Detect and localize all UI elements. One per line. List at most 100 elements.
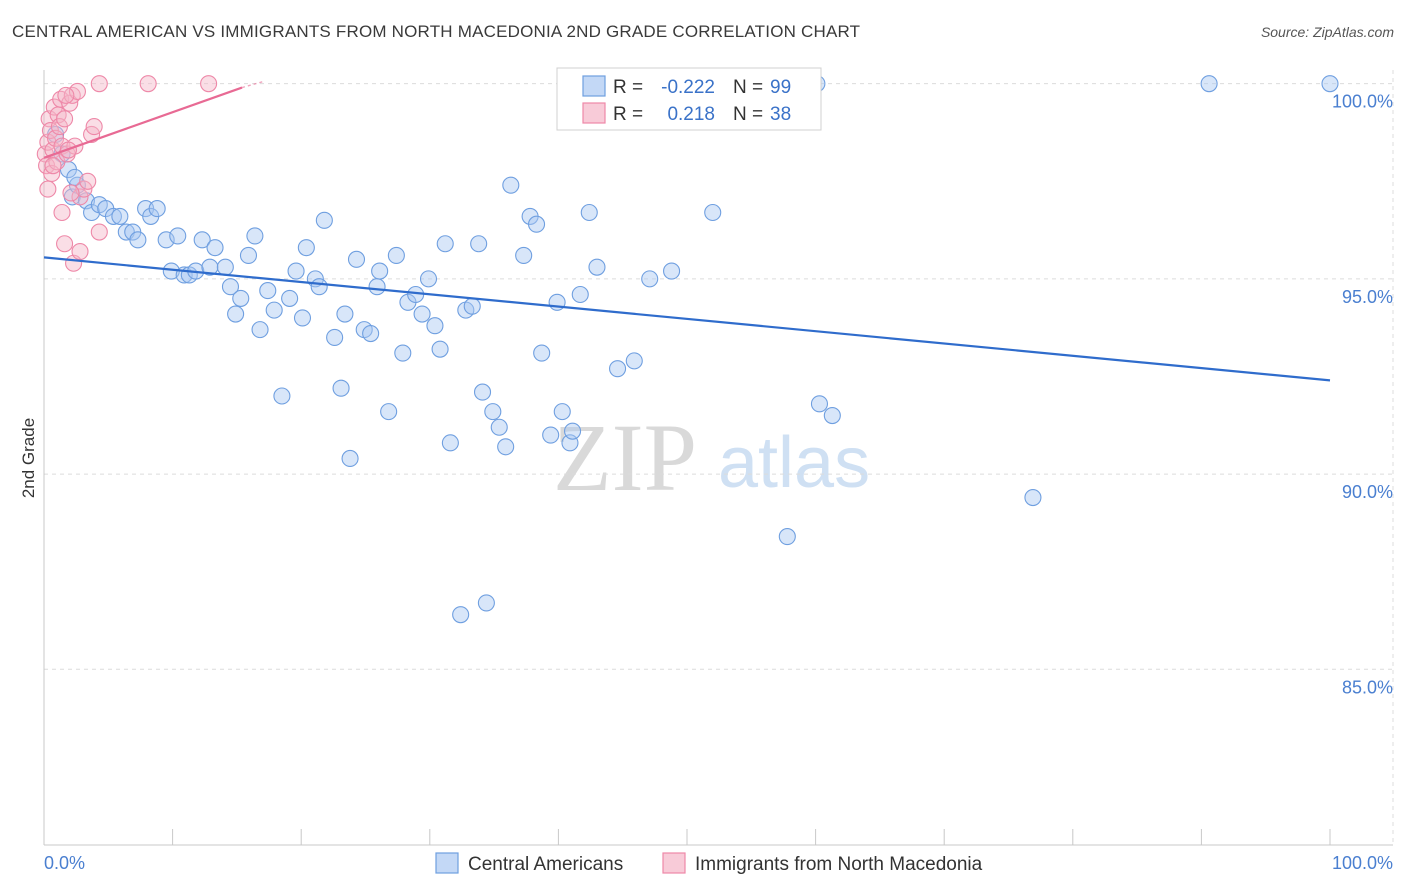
- source-credit: Source: ZipAtlas.com: [1260, 24, 1394, 40]
- data-point-central-americans: [625, 352, 643, 370]
- legend-box: R = -0.222 N = 99 R = 0.218 N = 38: [556, 67, 822, 131]
- bottom-legend: Central Americans Immigrants from North …: [435, 852, 983, 875]
- series-north-macedonia: [36, 75, 218, 272]
- data-point-central-americans: [368, 278, 386, 296]
- data-point-central-americans: [431, 340, 449, 358]
- data-point-central-americans: [104, 207, 122, 225]
- y-tick-label: 85.0%: [1342, 677, 1393, 697]
- data-point-central-americans: [413, 305, 431, 323]
- axes: [43, 70, 1393, 846]
- chart-title: CENTRAL AMERICAN VS IMMIGRANTS FROM NORT…: [12, 22, 861, 41]
- data-point-north-macedonia: [85, 118, 103, 136]
- data-point-central-americans: [169, 227, 187, 245]
- data-point-central-americans: [810, 395, 829, 413]
- data-point-north-macedonia: [71, 242, 89, 261]
- series-central-americans: [47, 75, 1339, 624]
- data-point-north-macedonia: [44, 157, 62, 175]
- data-point-central-americans: [129, 231, 147, 249]
- data-point-central-americans: [463, 297, 481, 315]
- data-point-central-americans: [778, 528, 796, 546]
- y-tick-label: 90.0%: [1342, 482, 1393, 502]
- data-point-central-americans: [436, 235, 454, 253]
- data-point-central-americans: [206, 239, 224, 257]
- bottom-legend-swatch-pink: [662, 852, 686, 874]
- y-tick-labels: 85.0% 90.0% 95.0% 100.0%: [1332, 92, 1393, 698]
- data-point-central-americans: [227, 305, 245, 323]
- legend-r-value: -0.222: [661, 77, 715, 98]
- legend-n-value: 38: [770, 104, 791, 125]
- data-point-central-americans: [239, 246, 258, 265]
- data-point-central-americans: [216, 258, 234, 276]
- legend-swatch-pink: [582, 102, 606, 124]
- y-tick-label: 100.0%: [1332, 92, 1393, 112]
- legend-r-label: R =: [613, 77, 643, 98]
- data-point-north-macedonia: [53, 203, 71, 222]
- data-point-central-americans: [387, 246, 405, 265]
- data-point-central-americans: [704, 203, 722, 222]
- data-point-central-americans: [221, 278, 240, 296]
- data-point-central-americans: [588, 258, 606, 276]
- data-point-central-americans: [315, 211, 333, 229]
- watermark-atlas: atlas: [718, 423, 870, 503]
- data-point-central-americans: [1200, 75, 1218, 93]
- data-point-central-americans: [326, 328, 344, 346]
- data-point-north-macedonia: [39, 180, 57, 198]
- data-point-central-americans: [452, 606, 470, 624]
- data-point-north-macedonia: [56, 110, 74, 128]
- data-point-north-macedonia: [90, 75, 108, 93]
- data-point-central-americans: [111, 207, 129, 225]
- data-point-north-macedonia: [90, 223, 108, 241]
- data-point-central-americans: [259, 282, 277, 300]
- y-axis-title: 2nd Grade: [19, 418, 38, 498]
- data-point-central-americans: [484, 403, 502, 421]
- data-point-central-americans: [473, 383, 492, 401]
- y-tick-label: 95.0%: [1342, 287, 1393, 307]
- trend-line-north-macedonia: [43, 86, 243, 159]
- data-point-central-americans: [293, 309, 312, 327]
- data-point-central-americans: [193, 231, 211, 249]
- data-point-central-americans: [571, 285, 589, 304]
- data-point-central-americans: [362, 324, 380, 343]
- trend-line-north-macedonia-extension: [241, 81, 263, 89]
- data-point-north-macedonia: [62, 184, 80, 202]
- legend-r-value: 0.218: [667, 104, 715, 125]
- data-point-central-americans: [426, 317, 444, 335]
- data-point-central-americans: [527, 215, 546, 233]
- bottom-legend-swatch-blue: [435, 852, 459, 874]
- data-point-central-americans: [273, 387, 291, 405]
- data-point-central-americans: [542, 426, 560, 444]
- data-point-central-americans: [580, 203, 598, 222]
- legend-swatch-blue: [582, 75, 606, 97]
- data-point-central-americans: [497, 438, 515, 456]
- bottom-legend-label: Immigrants from North Macedonia: [695, 854, 983, 875]
- data-point-north-macedonia: [139, 75, 157, 93]
- watermark-zip: ZIP: [553, 404, 697, 511]
- data-point-central-americans: [533, 344, 551, 362]
- data-point-central-americans: [553, 403, 571, 421]
- x-tick-label-max: 100.0%: [1332, 853, 1393, 873]
- data-point-central-americans: [371, 262, 389, 280]
- data-point-north-macedonia: [75, 180, 93, 198]
- data-point-central-americans: [1024, 488, 1042, 507]
- trend-lines: [43, 81, 1331, 382]
- data-point-central-americans: [609, 360, 627, 378]
- data-point-central-americans: [281, 289, 299, 307]
- data-point-central-americans: [641, 270, 659, 288]
- data-point-central-americans: [341, 449, 359, 468]
- data-point-central-americans: [470, 235, 488, 253]
- x-tick-label-min: 0.0%: [44, 853, 85, 873]
- trend-line-central-americans: [43, 256, 1331, 382]
- data-point-north-macedonia: [79, 172, 97, 190]
- data-point-central-americans: [246, 227, 264, 245]
- data-point-central-americans: [336, 305, 354, 323]
- data-point-central-americans: [502, 176, 520, 194]
- data-point-central-americans: [441, 434, 459, 452]
- data-point-central-americans: [1321, 75, 1339, 93]
- data-point-central-americans: [310, 278, 328, 296]
- data-point-north-macedonia: [57, 86, 75, 104]
- data-point-central-americans: [380, 403, 398, 421]
- data-point-central-americans: [347, 250, 366, 268]
- legend-n-label: N =: [733, 104, 763, 125]
- data-point-north-macedonia: [71, 188, 89, 206]
- data-point-central-americans: [490, 418, 508, 436]
